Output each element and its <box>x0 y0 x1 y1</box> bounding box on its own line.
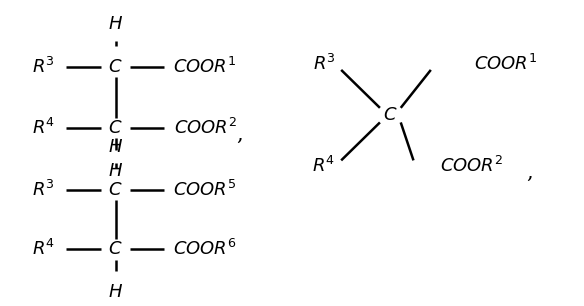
Text: $COOR^{5}$: $COOR^{5}$ <box>173 180 237 200</box>
Text: $C$: $C$ <box>108 241 123 258</box>
Text: $C$: $C$ <box>108 181 123 199</box>
Text: $COOR^{2}$: $COOR^{2}$ <box>173 118 237 138</box>
Text: ,: , <box>526 162 533 181</box>
Text: $COOR^{2}$: $COOR^{2}$ <box>440 156 503 176</box>
Text: $R^{3}$: $R^{3}$ <box>32 57 55 77</box>
Text: $C$: $C$ <box>383 106 398 124</box>
Text: $H$: $H$ <box>108 138 123 156</box>
Text: $C$: $C$ <box>108 119 123 137</box>
Text: $COOR^{1}$: $COOR^{1}$ <box>173 57 237 77</box>
Text: $H$: $H$ <box>108 162 123 180</box>
Text: ,: , <box>237 125 244 144</box>
Text: $R^{4}$: $R^{4}$ <box>32 118 55 138</box>
Text: $R^{4}$: $R^{4}$ <box>312 156 335 176</box>
Text: $H$: $H$ <box>108 283 123 301</box>
Text: $R^{3}$: $R^{3}$ <box>32 180 55 200</box>
Text: $COOR^{1}$: $COOR^{1}$ <box>474 54 538 74</box>
Text: $C$: $C$ <box>108 58 123 76</box>
Text: $H$: $H$ <box>108 15 123 33</box>
Text: $R^{4}$: $R^{4}$ <box>32 239 55 259</box>
Text: $COOR^{6}$: $COOR^{6}$ <box>173 239 237 259</box>
Text: $R^{3}$: $R^{3}$ <box>312 54 335 74</box>
